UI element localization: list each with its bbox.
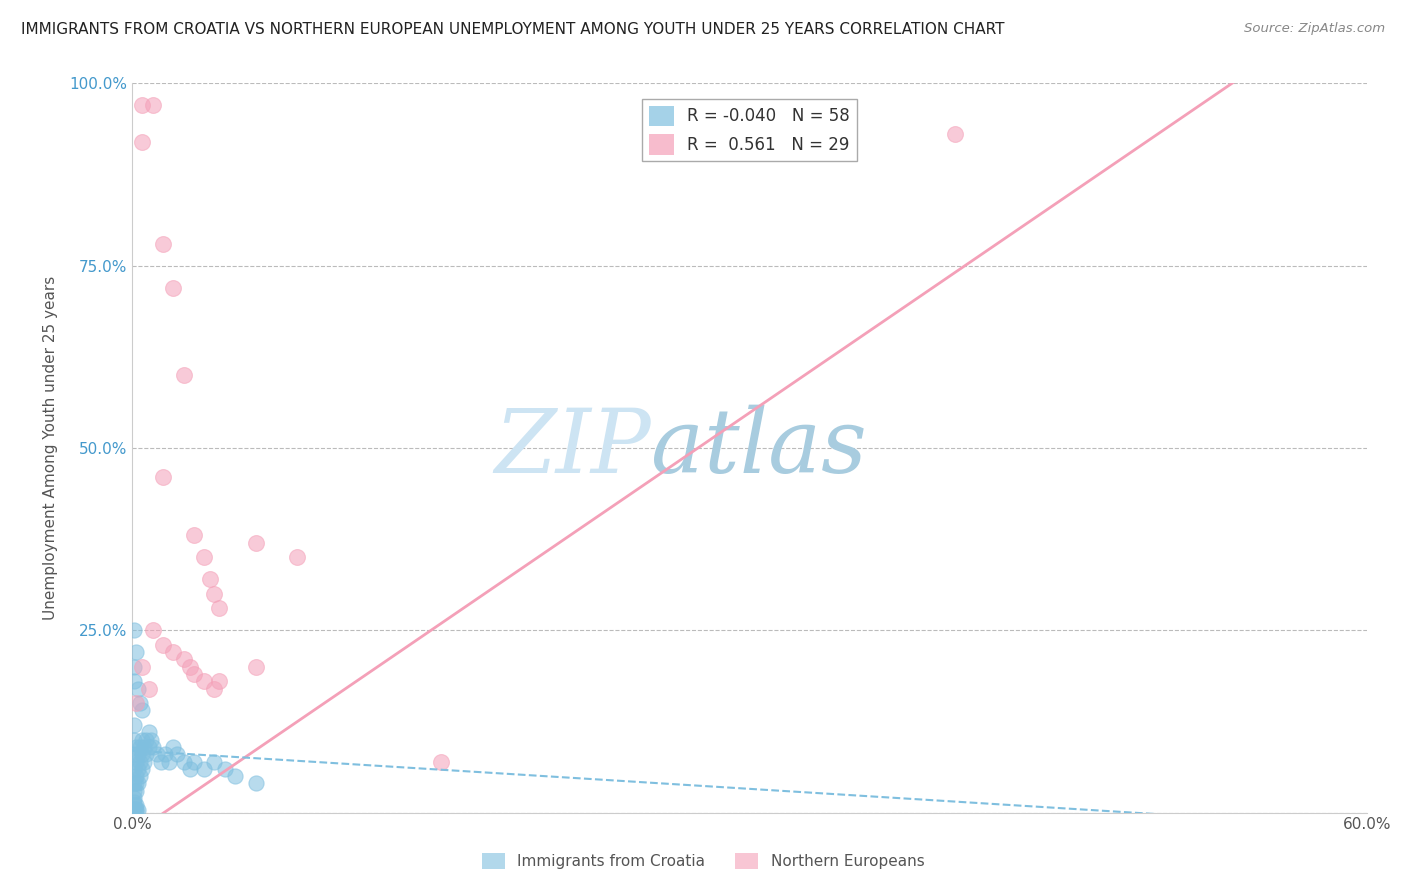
Point bbox=[153, 747, 176, 762]
Point bbox=[183, 667, 205, 681]
Point bbox=[127, 681, 149, 696]
Point bbox=[122, 802, 145, 816]
Point bbox=[125, 739, 148, 754]
Text: atlas: atlas bbox=[651, 405, 866, 491]
Point bbox=[138, 739, 160, 754]
Point bbox=[125, 802, 148, 816]
Point bbox=[135, 747, 157, 762]
Point bbox=[193, 674, 215, 689]
Point bbox=[127, 803, 149, 817]
Point bbox=[179, 762, 201, 776]
Point bbox=[135, 732, 157, 747]
Point bbox=[129, 769, 152, 783]
Point bbox=[125, 783, 148, 797]
Point bbox=[127, 776, 149, 790]
Point bbox=[285, 550, 308, 565]
Point bbox=[142, 739, 165, 754]
Point bbox=[125, 776, 148, 790]
Point bbox=[122, 804, 145, 818]
Point bbox=[122, 659, 145, 673]
Point bbox=[943, 128, 966, 142]
Text: Source: ZipAtlas.com: Source: ZipAtlas.com bbox=[1244, 22, 1385, 36]
Point bbox=[162, 739, 184, 754]
Point bbox=[162, 645, 184, 659]
Point bbox=[183, 755, 205, 769]
Point bbox=[122, 791, 145, 805]
Point bbox=[202, 587, 225, 601]
Point bbox=[193, 550, 215, 565]
Legend: R = -0.040   N = 58, R =  0.561   N = 29: R = -0.040 N = 58, R = 0.561 N = 29 bbox=[643, 99, 856, 161]
Point bbox=[173, 368, 195, 382]
Text: IMMIGRANTS FROM CROATIA VS NORTHERN EUROPEAN UNEMPLOYMENT AMONG YOUTH UNDER 25 Y: IMMIGRANTS FROM CROATIA VS NORTHERN EURO… bbox=[21, 22, 1005, 37]
Point bbox=[131, 135, 153, 149]
Point bbox=[138, 725, 160, 739]
Point bbox=[166, 747, 188, 762]
Point bbox=[162, 280, 184, 294]
Point bbox=[131, 747, 153, 762]
Point bbox=[202, 755, 225, 769]
Point bbox=[138, 681, 160, 696]
Point bbox=[429, 755, 451, 769]
Point bbox=[139, 732, 162, 747]
Point bbox=[122, 776, 145, 790]
Point bbox=[245, 535, 267, 549]
Point bbox=[131, 732, 153, 747]
Point bbox=[122, 795, 145, 809]
Point bbox=[125, 645, 148, 659]
Point bbox=[179, 659, 201, 673]
Point bbox=[127, 762, 149, 776]
Point bbox=[157, 755, 180, 769]
Point bbox=[173, 755, 195, 769]
Point bbox=[131, 98, 153, 112]
Point bbox=[214, 762, 236, 776]
Point bbox=[125, 755, 148, 769]
Point bbox=[122, 762, 145, 776]
Point bbox=[173, 652, 195, 666]
Point bbox=[149, 755, 172, 769]
Point bbox=[129, 739, 152, 754]
Point bbox=[131, 703, 153, 717]
Point bbox=[122, 783, 145, 797]
Point bbox=[224, 769, 246, 783]
Point bbox=[129, 696, 152, 710]
Point bbox=[122, 718, 145, 732]
Point bbox=[127, 747, 149, 762]
Point bbox=[142, 624, 165, 638]
Point bbox=[200, 572, 222, 586]
Y-axis label: Unemployment Among Youth under 25 years: Unemployment Among Youth under 25 years bbox=[44, 276, 58, 620]
Point bbox=[183, 528, 205, 542]
Point bbox=[146, 747, 169, 762]
Point bbox=[131, 659, 153, 673]
Point bbox=[207, 601, 229, 615]
Point bbox=[125, 804, 148, 818]
Point bbox=[245, 659, 267, 673]
Point bbox=[193, 762, 215, 776]
Point bbox=[207, 674, 229, 689]
Text: ZIP: ZIP bbox=[494, 405, 651, 491]
Point bbox=[152, 236, 174, 251]
Point bbox=[125, 696, 148, 710]
Point bbox=[202, 681, 225, 696]
Point bbox=[129, 755, 152, 769]
Point bbox=[131, 762, 153, 776]
Point bbox=[134, 755, 156, 769]
Point bbox=[134, 739, 156, 754]
Point bbox=[122, 674, 145, 689]
Legend: Immigrants from Croatia, Northern Europeans: Immigrants from Croatia, Northern Europe… bbox=[475, 847, 931, 875]
Point bbox=[122, 732, 145, 747]
Point bbox=[142, 98, 165, 112]
Point bbox=[122, 624, 145, 638]
Point bbox=[125, 769, 148, 783]
Point bbox=[125, 798, 148, 813]
Point bbox=[152, 638, 174, 652]
Point bbox=[122, 747, 145, 762]
Point bbox=[152, 470, 174, 484]
Point bbox=[245, 776, 267, 790]
Point bbox=[122, 798, 145, 813]
